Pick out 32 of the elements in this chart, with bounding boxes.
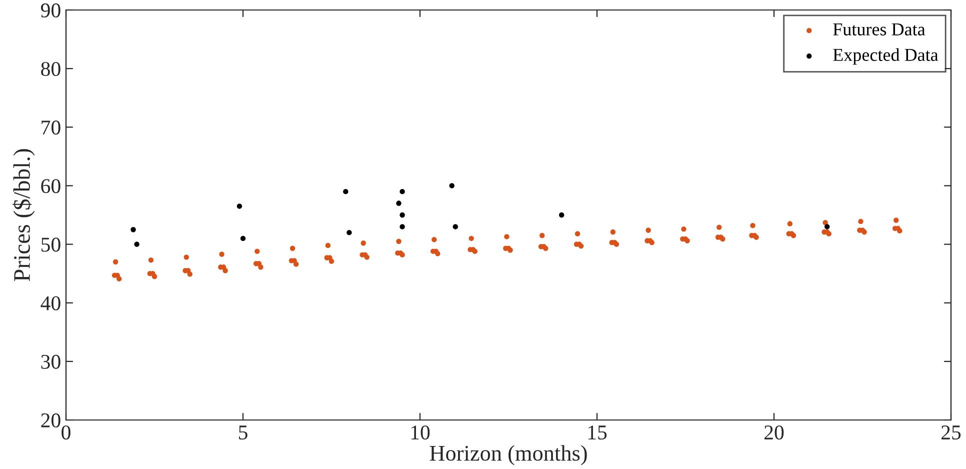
point bbox=[236, 204, 242, 209]
point bbox=[130, 227, 136, 232]
y-tick-label: 80 bbox=[41, 62, 60, 76]
point bbox=[559, 212, 564, 218]
point bbox=[449, 183, 454, 188]
y-tick-label: 60 bbox=[41, 179, 60, 194]
x-tick-label: 5 bbox=[239, 426, 248, 440]
point bbox=[400, 224, 405, 230]
y-tick-label: 30 bbox=[41, 354, 60, 369]
x-tick-label: 15 bbox=[588, 426, 607, 440]
point bbox=[134, 242, 140, 247]
point bbox=[452, 224, 458, 230]
x-tick-label: 0 bbox=[62, 425, 70, 440]
legend-label: Futures Data bbox=[833, 23, 926, 36]
y-tick-label: 40 bbox=[40, 296, 60, 310]
point bbox=[824, 224, 830, 230]
point bbox=[400, 212, 405, 218]
y-tick-label: 50 bbox=[42, 238, 60, 252]
y-axis-title: Prices ($/bbl.) bbox=[12, 149, 35, 282]
point bbox=[240, 236, 246, 242]
x-tick-label: 10 bbox=[411, 425, 430, 440]
legend-label: Expected Data bbox=[833, 48, 938, 65]
point bbox=[400, 188, 405, 194]
x-axis-title: Horizon (months) bbox=[430, 445, 587, 466]
y-tick-label: 90 bbox=[40, 3, 60, 18]
y-tick-label: 20 bbox=[41, 413, 60, 428]
point bbox=[343, 188, 348, 194]
point bbox=[396, 200, 402, 206]
x-tick-label: 25 bbox=[942, 426, 961, 440]
point bbox=[346, 230, 352, 236]
x-tick-label: 20 bbox=[764, 425, 784, 440]
y-tick-label: 70 bbox=[42, 120, 60, 135]
